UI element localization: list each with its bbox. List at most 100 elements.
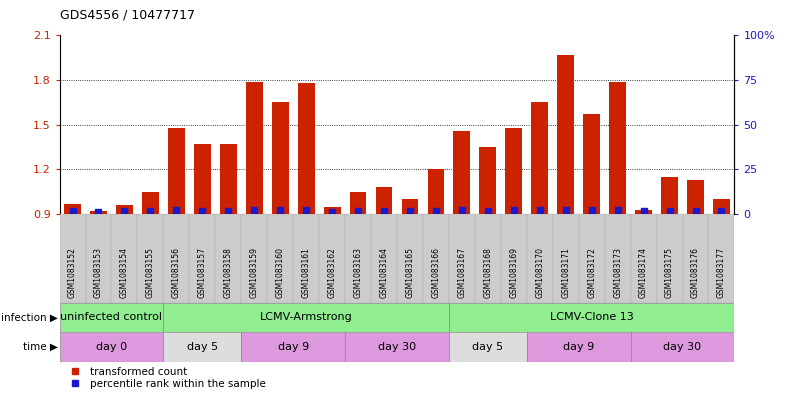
Bar — [531, 103, 548, 214]
Text: day 9: day 9 — [563, 342, 595, 352]
Text: time ▶: time ▶ — [23, 342, 58, 352]
Bar — [293, 214, 319, 303]
Text: GSM1083175: GSM1083175 — [665, 247, 674, 298]
Bar — [657, 214, 683, 303]
Bar — [215, 214, 241, 303]
Text: GSM1083152: GSM1083152 — [68, 247, 77, 298]
Bar — [116, 205, 133, 214]
Bar — [449, 332, 526, 362]
Bar — [579, 214, 605, 303]
Bar — [324, 207, 341, 214]
Text: GSM1083173: GSM1083173 — [613, 247, 622, 298]
Bar — [687, 180, 704, 214]
Text: GSM1083161: GSM1083161 — [302, 247, 310, 298]
Bar — [319, 214, 345, 303]
Point — [222, 208, 235, 214]
Point — [300, 208, 313, 214]
Bar — [630, 332, 734, 362]
Text: day 0: day 0 — [96, 342, 127, 352]
Bar — [164, 214, 189, 303]
Text: GSM1083164: GSM1083164 — [380, 247, 388, 298]
Bar — [241, 332, 345, 362]
Bar — [137, 214, 164, 303]
Bar — [164, 303, 449, 332]
Bar — [246, 82, 263, 214]
Bar — [268, 214, 293, 303]
Point — [481, 208, 494, 214]
Point — [196, 208, 209, 214]
Point — [663, 208, 676, 214]
Point — [144, 208, 156, 215]
Text: GSM1083153: GSM1083153 — [94, 247, 103, 298]
Text: LCMV-Clone 13: LCMV-Clone 13 — [549, 312, 634, 322]
Bar — [189, 214, 215, 303]
Text: GSM1083170: GSM1083170 — [535, 247, 544, 298]
Text: GSM1083167: GSM1083167 — [457, 247, 466, 298]
Bar — [345, 214, 371, 303]
Legend: transformed count, percentile rank within the sample: transformed count, percentile rank withi… — [65, 367, 266, 389]
Bar — [449, 214, 475, 303]
Point — [118, 208, 131, 215]
Bar — [241, 214, 268, 303]
Point — [611, 208, 624, 214]
Bar — [345, 332, 449, 362]
Bar — [584, 114, 600, 214]
Point — [715, 208, 728, 214]
Bar — [194, 144, 210, 214]
Text: GSM1083165: GSM1083165 — [406, 247, 414, 298]
Bar — [349, 192, 367, 214]
Bar — [449, 303, 734, 332]
Point — [170, 208, 183, 214]
Text: GDS4556 / 10477717: GDS4556 / 10477717 — [60, 9, 195, 22]
Bar — [661, 177, 678, 214]
Point — [248, 208, 260, 214]
Text: GSM1083159: GSM1083159 — [250, 247, 259, 298]
Text: GSM1083160: GSM1083160 — [276, 247, 285, 298]
Point — [66, 208, 79, 215]
Point — [352, 208, 364, 214]
Text: infection ▶: infection ▶ — [1, 312, 58, 322]
Bar — [683, 214, 708, 303]
Point — [534, 208, 546, 214]
Text: GSM1083169: GSM1083169 — [509, 247, 518, 298]
Bar — [553, 214, 579, 303]
Text: GSM1083176: GSM1083176 — [691, 247, 700, 298]
Bar — [480, 147, 496, 214]
Bar — [423, 214, 449, 303]
Text: day 5: day 5 — [187, 342, 218, 352]
Text: GSM1083174: GSM1083174 — [639, 247, 648, 298]
Bar — [635, 210, 652, 214]
Bar — [605, 214, 630, 303]
Point — [92, 209, 105, 215]
Bar — [376, 187, 392, 214]
Text: GSM1083162: GSM1083162 — [328, 247, 337, 298]
Bar — [427, 169, 445, 214]
Bar — [526, 214, 553, 303]
Bar — [298, 83, 314, 214]
Bar — [526, 332, 630, 362]
Point — [274, 208, 287, 214]
Text: GSM1083155: GSM1083155 — [146, 247, 155, 298]
Text: GSM1083172: GSM1083172 — [588, 247, 596, 298]
Bar — [609, 82, 626, 214]
Point — [326, 208, 338, 215]
Text: uninfected control: uninfected control — [60, 312, 163, 322]
Text: LCMV-Armstrong: LCMV-Armstrong — [260, 312, 353, 322]
Bar — [713, 199, 730, 214]
Text: GSM1083158: GSM1083158 — [224, 247, 233, 298]
Bar — [60, 332, 164, 362]
Bar — [371, 214, 397, 303]
Bar — [272, 103, 289, 214]
Bar — [397, 214, 423, 303]
Bar — [64, 204, 81, 214]
Bar — [164, 332, 241, 362]
Bar — [630, 214, 657, 303]
Bar — [402, 199, 418, 214]
Bar — [453, 131, 470, 214]
Point — [507, 208, 520, 214]
Bar — [60, 214, 86, 303]
Point — [638, 208, 650, 214]
Text: GSM1083171: GSM1083171 — [561, 247, 570, 298]
Text: day 9: day 9 — [278, 342, 309, 352]
Bar — [86, 214, 111, 303]
